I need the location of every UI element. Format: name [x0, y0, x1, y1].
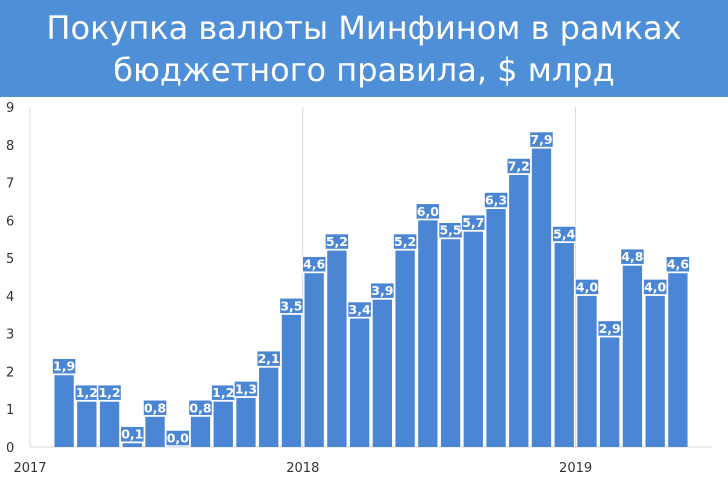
- data-label-box: [392, 232, 418, 251]
- data-label: 7,2: [508, 159, 530, 174]
- data-label-box: [642, 278, 668, 296]
- data-label-box: [574, 278, 600, 296]
- data-label: 4,6: [667, 257, 689, 272]
- bar: [577, 295, 597, 447]
- y-tick-label: 1: [6, 403, 14, 418]
- bar: [600, 337, 620, 447]
- bar: [645, 295, 665, 447]
- bar: [259, 367, 279, 447]
- data-label: 1,2: [212, 385, 234, 400]
- data-label-box: [142, 399, 168, 417]
- data-label: 4,8: [621, 249, 643, 264]
- data-label-box: [483, 191, 509, 209]
- y-tick-label: 4: [6, 290, 14, 305]
- data-label-box: [119, 425, 146, 443]
- x-tick-label: 2019: [559, 461, 592, 476]
- data-label: 4,6: [303, 257, 325, 272]
- data-label-box: [301, 255, 327, 273]
- data-label-box: [96, 383, 123, 402]
- bar: [99, 401, 120, 447]
- bar: [213, 401, 233, 447]
- data-label-box: [187, 399, 214, 417]
- bar: [486, 209, 506, 447]
- bar: [77, 401, 97, 447]
- data-label: 7,9: [530, 132, 552, 147]
- y-tick-label: 7: [6, 177, 14, 192]
- data-label-box: [278, 297, 305, 315]
- data-label: 3,4: [349, 302, 371, 317]
- data-label: 1,2: [98, 385, 120, 400]
- data-label: 4,0: [576, 279, 598, 294]
- data-label-box: [51, 357, 77, 375]
- bar: [531, 148, 552, 448]
- data-label: 1,2: [76, 385, 98, 400]
- data-label: 5,4: [553, 227, 575, 242]
- y-tick-label: 0: [6, 441, 14, 456]
- bar: [327, 250, 347, 447]
- x-tick-label: 2018: [286, 461, 319, 476]
- data-label: 3,5: [280, 298, 302, 313]
- data-label: 5,2: [394, 234, 416, 249]
- data-label: 5,2: [326, 234, 348, 249]
- bar: [372, 299, 393, 447]
- data-label: 0,8: [189, 400, 211, 415]
- y-tick-label: 2: [6, 365, 14, 380]
- data-label: 3,9: [371, 283, 393, 298]
- chart-title-line-2: бюджетного правила, $ млрд: [113, 51, 615, 89]
- bar: [554, 243, 574, 447]
- bar: [304, 273, 324, 447]
- data-label-box: [415, 202, 441, 221]
- bar: [395, 250, 415, 447]
- data-label-box: [233, 380, 259, 398]
- data-label: 6,0: [417, 204, 439, 219]
- y-tick-label: 6: [6, 214, 14, 229]
- x-tick-label: 2017: [13, 461, 46, 476]
- bar: [122, 443, 142, 447]
- data-label: 6,3: [485, 193, 507, 208]
- y-tick-label: 5: [6, 252, 14, 267]
- bar: [281, 314, 302, 447]
- data-label-box: [324, 232, 350, 251]
- chart-title-line-1: Покупка валюты Минфином в рамках: [46, 9, 682, 47]
- bar: [236, 397, 256, 447]
- chart-title: Покупка валюты Минфином в рамках бюджетн…: [0, 0, 728, 97]
- data-label: 0,1: [121, 427, 143, 442]
- bar: [509, 175, 529, 447]
- data-label: 1,9: [53, 359, 75, 374]
- data-label-box: [369, 281, 396, 300]
- data-label-box: [255, 349, 282, 368]
- bar: [145, 416, 165, 447]
- data-label-box: [460, 213, 487, 232]
- bar: [190, 416, 211, 447]
- y-tick-label: 8: [6, 139, 14, 154]
- data-label-box: [346, 300, 373, 319]
- data-label: 0,8: [144, 400, 166, 415]
- y-tick-label: 3: [6, 328, 14, 343]
- data-label: 4,0: [644, 279, 666, 294]
- y-tick-label: 9: [6, 101, 14, 116]
- bar: [418, 220, 438, 447]
- data-label: 2,9: [599, 321, 621, 336]
- bar: [463, 231, 483, 447]
- data-label-box: [165, 429, 191, 447]
- data-label-box: [596, 319, 623, 338]
- data-label: 2,1: [258, 351, 280, 366]
- data-label: 5,7: [462, 215, 484, 230]
- data-label-box: [551, 225, 577, 243]
- data-label: 5,5: [439, 223, 461, 238]
- data-label-box: [619, 247, 646, 266]
- data-label-box: [506, 157, 532, 175]
- data-label-box: [528, 130, 555, 149]
- bar: [622, 265, 643, 447]
- bar: [349, 318, 370, 447]
- data-label: 0,0: [167, 431, 189, 446]
- data-label-box: [665, 255, 691, 273]
- data-label: 1,3: [235, 381, 257, 396]
- bar: [668, 273, 688, 447]
- bar: [440, 239, 461, 447]
- bar: [54, 375, 74, 447]
